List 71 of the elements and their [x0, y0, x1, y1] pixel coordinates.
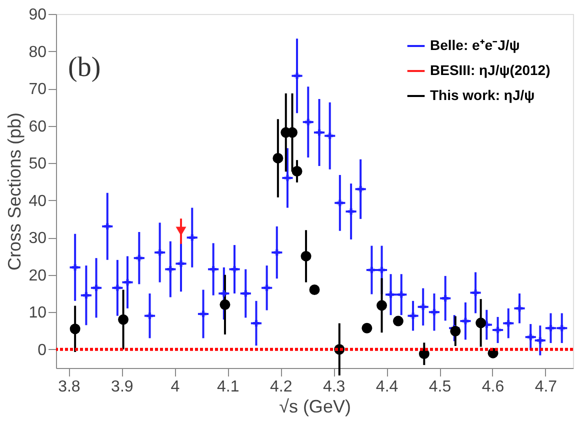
point [93, 284, 100, 292]
point [548, 324, 554, 332]
point [188, 234, 196, 241]
y-tick-label: 40 [28, 192, 47, 210]
point [476, 318, 486, 328]
point [242, 290, 249, 297]
point [104, 223, 111, 230]
y-tick-label: 90 [28, 6, 47, 24]
point [292, 166, 302, 176]
point [156, 249, 163, 256]
x-tick-label: 4.2 [270, 378, 292, 396]
point [72, 264, 78, 271]
y-tick-label: 70 [28, 81, 47, 98]
point [362, 322, 372, 334]
point [70, 324, 80, 334]
y-tick-label: 60 [28, 118, 47, 136]
y-tick-label: 20 [28, 267, 47, 284]
point [272, 152, 284, 164]
point [294, 72, 300, 80]
point [376, 300, 388, 311]
x-tick-label: 4.7 [534, 378, 558, 396]
point [442, 295, 448, 302]
x-tick-label: 4.1 [217, 378, 240, 396]
x-tick-label: 4.6 [482, 378, 504, 396]
point [336, 200, 344, 206]
point [253, 320, 260, 326]
y-tick-label: 80 [28, 44, 47, 61]
point [146, 312, 153, 319]
x-tick-label: 4.4 [376, 378, 398, 396]
point [300, 250, 312, 262]
point [220, 290, 228, 297]
y-tick-label: 50 [28, 156, 47, 173]
x-tick-label: 3.8 [58, 378, 80, 396]
point [136, 254, 142, 262]
point [309, 284, 320, 295]
annotation: (b) [68, 52, 101, 83]
point [114, 284, 121, 292]
point [316, 129, 322, 136]
point [368, 266, 375, 274]
x-tick-label: 4.3 [322, 378, 346, 396]
point [392, 316, 404, 326]
legend-label: BESIII: ηJ/ψ(2012) [430, 62, 550, 78]
point [516, 305, 523, 312]
point [420, 304, 426, 310]
y-tick-label: 30 [28, 230, 47, 248]
point [210, 266, 216, 272]
point [431, 308, 438, 316]
x-tick-label: 4 [170, 378, 180, 396]
point [118, 314, 129, 325]
point [462, 318, 469, 324]
point [284, 174, 291, 182]
x-tick-label: 3.9 [111, 378, 134, 396]
legend-label: This work: ηJ/ψ [430, 87, 535, 103]
y-tick-label: 0 [38, 342, 47, 359]
x-axis-title: √s (GeV) [279, 396, 351, 416]
point [450, 326, 461, 336]
y-axis-title: Cross Sections (pb) [4, 112, 25, 271]
legend-label: Belle: e⁺e⁻J/ψ [430, 37, 520, 53]
point [357, 186, 364, 192]
point [378, 266, 385, 274]
point [348, 208, 354, 215]
point [494, 326, 501, 334]
point [220, 299, 230, 310]
x-tick-label: 4.5 [428, 378, 452, 396]
point [304, 118, 312, 126]
y-tick-label: 10 [28, 304, 47, 322]
point [264, 284, 270, 292]
point [388, 291, 394, 298]
point [83, 292, 90, 298]
point [274, 249, 280, 256]
point [200, 310, 206, 318]
